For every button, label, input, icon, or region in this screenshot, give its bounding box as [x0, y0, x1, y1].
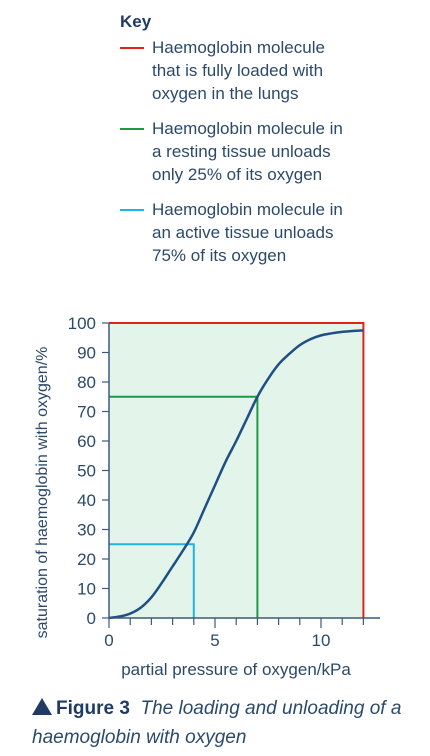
y-axis-label: saturation of haemoglobin with oxygen/% — [34, 347, 51, 639]
key-text: Haemoglobin molecule in an active tissue… — [152, 200, 343, 265]
y-tick-label: 70 — [77, 403, 96, 422]
key-text: Haemoglobin molecule in a resting tissue… — [152, 119, 343, 184]
x-axis-label: partial pressure of oxygen/kPa — [121, 660, 351, 679]
y-tick-label: 90 — [77, 344, 96, 363]
y-tick-label: 50 — [77, 462, 96, 481]
y-tick-label: 100 — [68, 314, 96, 333]
chart-key: Key Haemoglobin molecule that is fully l… — [120, 12, 420, 279]
y-tick-label: 10 — [77, 580, 96, 599]
figure-text: The loading and unloading of a haemoglob… — [32, 698, 402, 748]
y-tick-label: 20 — [77, 550, 96, 569]
x-tick-label: 5 — [210, 631, 219, 650]
reference-line-fully-loaded — [109, 322, 365, 618]
key-entry-fully-loaded: Haemoglobin molecule that is fully loade… — [120, 36, 420, 105]
x-tick-label: 0 — [104, 631, 113, 650]
key-swatch-red — [120, 47, 144, 49]
key-title: Key — [120, 12, 152, 31]
figure-caption: Figure 3 The loading and unloading of a … — [32, 694, 422, 752]
key-entry-resting-tissue: Haemoglobin molecule in a resting tissue… — [120, 117, 420, 186]
x-tick-label: 10 — [312, 631, 331, 650]
figure-label: Figure 3 — [56, 698, 130, 719]
key-entry-active-tissue: Haemoglobin molecule in an active tissue… — [120, 198, 420, 267]
saturation-curve — [108, 329, 364, 620]
y-tick-label: 60 — [77, 432, 96, 451]
key-swatch-blue — [120, 209, 144, 211]
reference-line-active-tissue — [109, 543, 195, 618]
y-tick-label: 80 — [77, 373, 96, 392]
key-text: Haemoglobin molecule that is fully loade… — [152, 38, 325, 103]
key-swatch-green — [120, 128, 144, 130]
y-tick-label: 0 — [87, 609, 96, 628]
shaded-region — [109, 323, 364, 618]
triangle-icon — [32, 698, 52, 715]
y-tick-label: 30 — [77, 521, 96, 540]
y-tick-label: 40 — [77, 491, 96, 510]
dissociation-chart: 0 10 20 30 40 50 60 70 80 90 100 0 5 10 partial pressu… — [34, 314, 380, 679]
